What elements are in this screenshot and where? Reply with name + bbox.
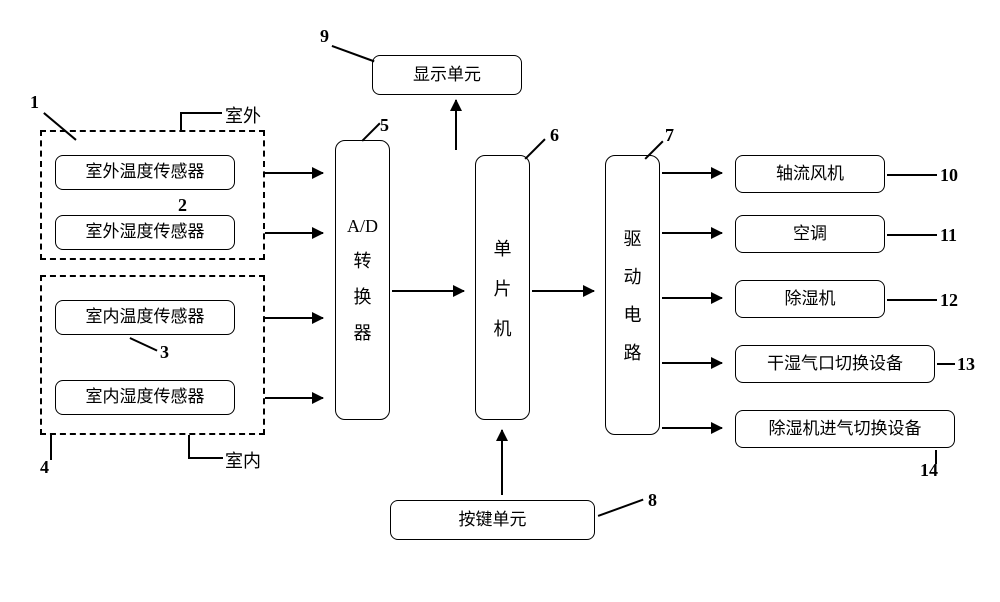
lead-5 (361, 123, 380, 142)
adc-block: A/D 转 换 器 (335, 140, 390, 420)
arrow-drv-dehum (662, 297, 722, 299)
indoor-group-label: 室内 (225, 447, 261, 473)
arrow-ot-adc (265, 172, 323, 174)
num-4: 4 (40, 457, 49, 478)
num-12: 12 (940, 290, 958, 311)
adc-line-2: 换 (354, 283, 372, 309)
outdoor-hum-label: 室外湿度传感器 (86, 222, 205, 242)
num-2: 2 (178, 195, 187, 216)
arrow-drv-fan (662, 172, 722, 174)
lead-13 (937, 363, 955, 365)
output-intake-sw: 除湿机进气切换设备 (735, 410, 955, 448)
num-8: 8 (648, 490, 657, 511)
num-7: 7 (665, 125, 674, 146)
indoor-temp-sensor: 室内温度传感器 (55, 300, 235, 335)
num-13: 13 (957, 354, 975, 375)
lead-outdoor-group-h (180, 112, 222, 114)
indoor-temp-label: 室内温度传感器 (86, 307, 205, 327)
arrow-keys-mcu (501, 430, 503, 495)
num-3: 3 (160, 342, 169, 363)
lead-6 (524, 138, 545, 159)
lead-9 (332, 45, 375, 62)
arrow-mcu-driver (532, 290, 594, 292)
outdoor-group-label: 室外 (225, 102, 261, 128)
intake-sw-label: 除湿机进气切换设备 (769, 419, 922, 439)
lead-4 (50, 435, 52, 460)
lead-11 (887, 234, 937, 236)
driver-line-0: 驱 (624, 225, 642, 251)
adc-line-1: 转 (354, 247, 372, 273)
outdoor-temp-sensor: 室外温度传感器 (55, 155, 235, 190)
outdoor-temp-label: 室外温度传感器 (86, 162, 205, 182)
keys-label: 按键单元 (459, 510, 527, 530)
mcu-line-1: 片 (494, 275, 512, 301)
num-10: 10 (940, 165, 958, 186)
arrow-adc-mcu (392, 290, 464, 292)
adc-line-3: 器 (354, 319, 372, 345)
output-ac: 空调 (735, 215, 885, 253)
lead-10 (887, 174, 937, 176)
driver-line-3: 路 (624, 339, 642, 365)
indoor-hum-label: 室内湿度传感器 (86, 387, 205, 407)
display-unit: 显示单元 (372, 55, 522, 95)
arrow-oh-adc (265, 232, 323, 234)
lead-8 (598, 499, 644, 517)
adc-line-0: A/D (347, 216, 378, 237)
lead-12 (887, 299, 937, 301)
arrow-drv-ac (662, 232, 722, 234)
ac-label: 空调 (793, 224, 827, 244)
arrow-drv-intake (662, 427, 722, 429)
lead-indoor-group-h (188, 457, 223, 459)
display-label: 显示单元 (413, 65, 481, 85)
num-11: 11 (940, 225, 957, 246)
lead-outdoor-group-v (180, 112, 182, 130)
lead-14 (935, 450, 937, 464)
mcu-line-0: 单 (494, 235, 512, 261)
outdoor-hum-sensor: 室外湿度传感器 (55, 215, 235, 250)
arrow-mcu-display (455, 100, 457, 150)
arrow-ih-adc (265, 397, 323, 399)
lead-indoor-group-v (188, 435, 190, 457)
driver-line-2: 电 (624, 301, 642, 327)
arrow-drv-port (662, 362, 722, 364)
driver-block: 驱 动 电 路 (605, 155, 660, 435)
keys-unit: 按键单元 (390, 500, 595, 540)
num-1: 1 (30, 92, 39, 113)
indoor-hum-sensor: 室内湿度传感器 (55, 380, 235, 415)
num-5: 5 (380, 115, 389, 136)
output-dehum: 除湿机 (735, 280, 885, 318)
num-6: 6 (550, 125, 559, 146)
arrow-it-adc (265, 317, 323, 319)
output-port-sw: 干湿气口切换设备 (735, 345, 935, 383)
port-sw-label: 干湿气口切换设备 (767, 354, 903, 374)
mcu-line-2: 机 (494, 315, 512, 341)
mcu-block: 单 片 机 (475, 155, 530, 420)
driver-line-1: 动 (624, 263, 642, 289)
num-9: 9 (320, 26, 329, 47)
dehum-label: 除湿机 (785, 289, 836, 309)
fan-label: 轴流风机 (776, 164, 844, 184)
output-fan: 轴流风机 (735, 155, 885, 193)
